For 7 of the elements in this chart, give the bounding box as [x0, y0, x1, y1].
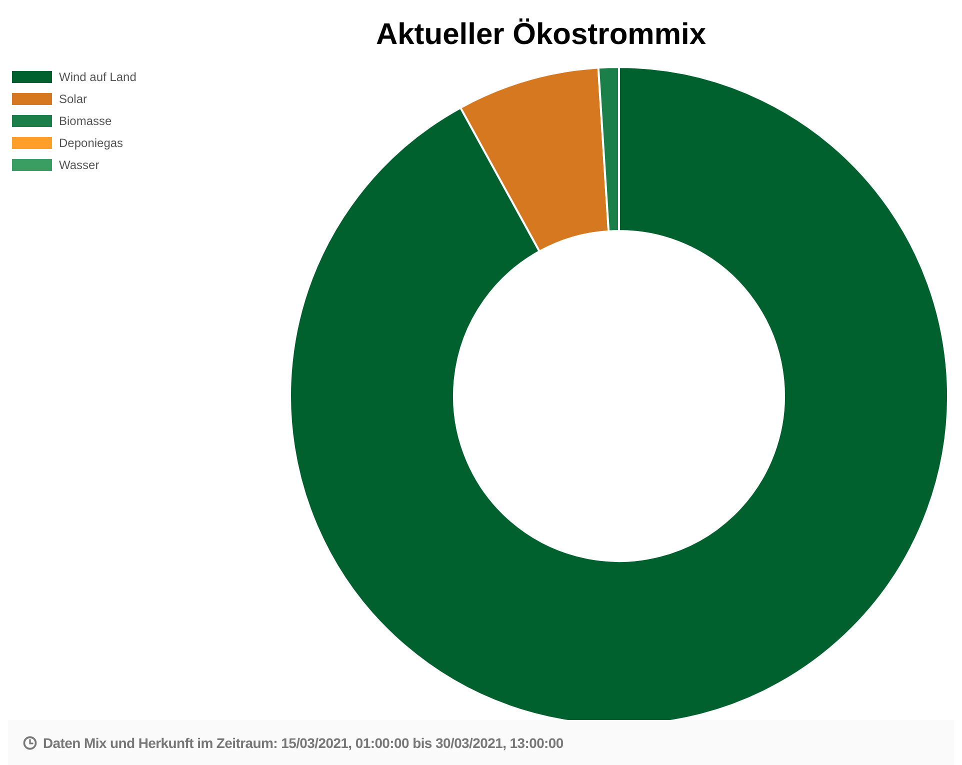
legend-label: Biomasse: [59, 114, 112, 128]
legend-label: Wind auf Land: [59, 70, 136, 84]
legend-label: Deponiegas: [59, 136, 124, 150]
legend-label: Wasser: [59, 158, 100, 172]
legend-label: Solar: [59, 92, 88, 106]
text: Daten Mix und Herkunft im Zeitraum: 15/03/2021, 01:00:00 bis 30/03/2021, 13:00:00: [43, 734, 564, 750]
chart-title: Aktueller Ökostrommix: [374, 18, 708, 52]
